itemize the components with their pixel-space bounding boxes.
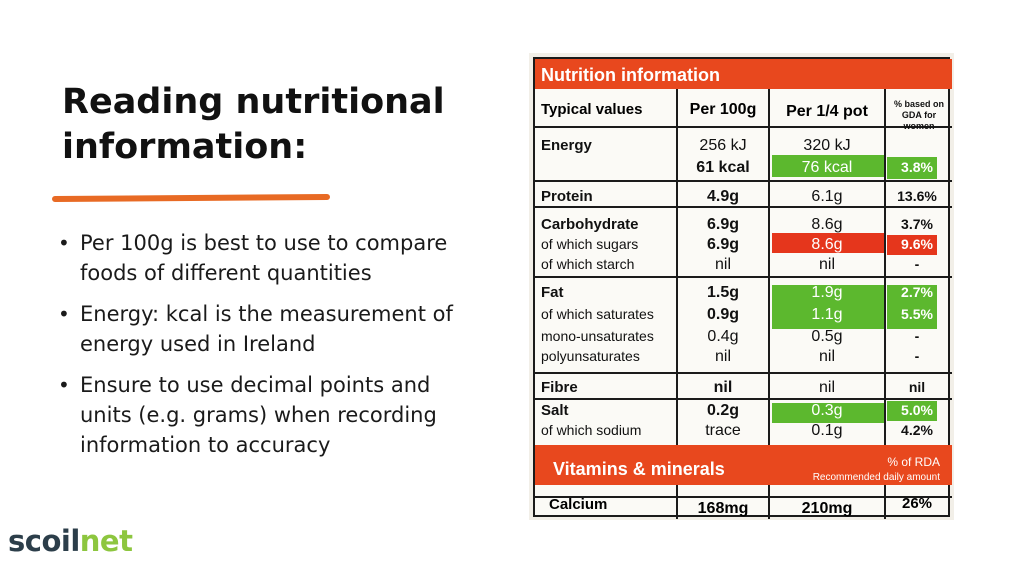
row-label: Salt [541, 402, 569, 419]
row-perpot: 320 kJ [803, 137, 850, 154]
highlight-salt-pot [772, 403, 884, 423]
row-per100: 6.9g [707, 236, 739, 253]
row-perpot: nil [819, 256, 835, 273]
row-gda: 5.5% [901, 306, 933, 322]
row-gda: 13.6% [897, 188, 937, 204]
calcium-label: Calcium [549, 496, 607, 513]
row-perpot: 1.1g [811, 306, 842, 323]
bullet-list: Per 100g is best to use to compare foods… [58, 228, 458, 471]
row-perpot: 76 kcal [802, 159, 853, 176]
nutrition-label-image: Nutrition information Vitamins & mineral… [529, 53, 954, 520]
row-per100: 61 kcal [696, 159, 749, 176]
row-per100: 0.4g [707, 328, 738, 345]
rda-sublabel: Recommended daily amount [813, 472, 941, 483]
row-perpot: nil [819, 348, 835, 365]
highlight-sugars-gda [887, 235, 937, 255]
col-header-perpot: Per 1/4 pot [786, 103, 868, 120]
row-gda: 5.0% [901, 402, 933, 418]
highlight-kcal-gda [887, 157, 937, 179]
highlight-fat-pot [772, 285, 884, 329]
col-header-gda: % based on GDA for women [893, 99, 944, 129]
row-perpot: 6.1g [811, 188, 842, 205]
slide-title: Reading nutritional information: [62, 82, 445, 167]
row-per100: trace [705, 422, 741, 439]
highlight-fat-gda [887, 285, 937, 329]
scoilnet-logo: scoilnet [8, 522, 133, 560]
row-label: mono-unsaturates [541, 328, 654, 344]
row-label: of which saturates [541, 306, 654, 322]
row-perpot: 8.6g [811, 216, 842, 233]
nutrition-table: Nutrition information Vitamins & mineral… [535, 59, 952, 519]
row-gda: 9.6% [901, 236, 933, 252]
table-grid [535, 89, 952, 519]
logo-text-net: net [79, 524, 133, 558]
row-per100: 1.5g [707, 284, 739, 301]
row-gda: 4.2% [901, 422, 933, 438]
row-gda: nil [909, 379, 925, 395]
row-per100: nil [715, 256, 731, 273]
row-label: Fibre [541, 379, 578, 396]
row-label: of which starch [541, 256, 634, 272]
row-per100: 0.2g [707, 402, 739, 419]
row-per100: 256 kJ [699, 137, 746, 154]
row-per100: 4.9g [707, 188, 739, 205]
row-label: polyunsaturates [541, 348, 640, 364]
highlight-kcal-pot [772, 155, 884, 177]
row-perpot: 0.1g [811, 422, 842, 439]
bullet-item: Energy: kcal is the measurement of energ… [58, 299, 458, 359]
vitamins-band [535, 445, 952, 485]
calcium-perpot: 210mg [802, 500, 853, 517]
row-gda: 3.7% [901, 216, 933, 232]
logo-background [0, 515, 162, 575]
row-per100: 0.9g [707, 306, 739, 323]
row-perpot: 8.6g [811, 236, 842, 253]
col-header-per100: Per 100g [690, 101, 757, 118]
nutrition-rows: Energy 256 kJ 320 kJ 61 kcal 76 kcal 3.8% Prot… [541, 137, 937, 439]
bullet-item: Per 100g is best to use to compare foods… [58, 228, 458, 288]
rda-label: % of RDA [887, 455, 940, 469]
row-per100: nil [714, 379, 733, 396]
col-header-gda-wrap: % based on GDA for women [893, 99, 944, 129]
row-perpot: nil [819, 379, 835, 396]
row-per100: 6.9g [707, 216, 739, 233]
vitamins-header-text: Vitamins & minerals [553, 459, 725, 479]
row-gda: - [915, 256, 920, 272]
label-header-text: Nutrition information [541, 65, 720, 85]
row-perpot: 0.3g [811, 402, 842, 419]
row-label: Fat [541, 284, 564, 301]
row-gda: - [915, 328, 920, 344]
logo-text-scoil: scoil [8, 524, 80, 558]
row-gda: 2.7% [901, 284, 933, 300]
calcium-per100: 168mg [698, 500, 749, 517]
row-per100: nil [715, 348, 731, 365]
row-label: Energy [541, 137, 593, 154]
row-perpot: 1.9g [811, 284, 842, 301]
row-label: of which sodium [541, 422, 641, 438]
highlight-sugars-pot [772, 233, 884, 253]
calcium-gda: 26% [902, 495, 932, 512]
row-label: of which sugars [541, 236, 638, 252]
nutrition-label: Nutrition information Vitamins & mineral… [533, 57, 952, 519]
col-header-typical: Typical values [541, 101, 642, 118]
row-label: Protein [541, 188, 593, 205]
label-header-band [535, 59, 952, 89]
title-underline [51, 194, 331, 202]
row-gda: - [915, 348, 920, 364]
row-gda: 3.8% [901, 159, 933, 175]
highlight-salt-gda [887, 401, 937, 421]
row-label: Carbohydrate [541, 216, 639, 233]
row-perpot: 0.5g [811, 328, 842, 345]
bullet-item: Ensure to use decimal points and units (… [58, 370, 458, 460]
